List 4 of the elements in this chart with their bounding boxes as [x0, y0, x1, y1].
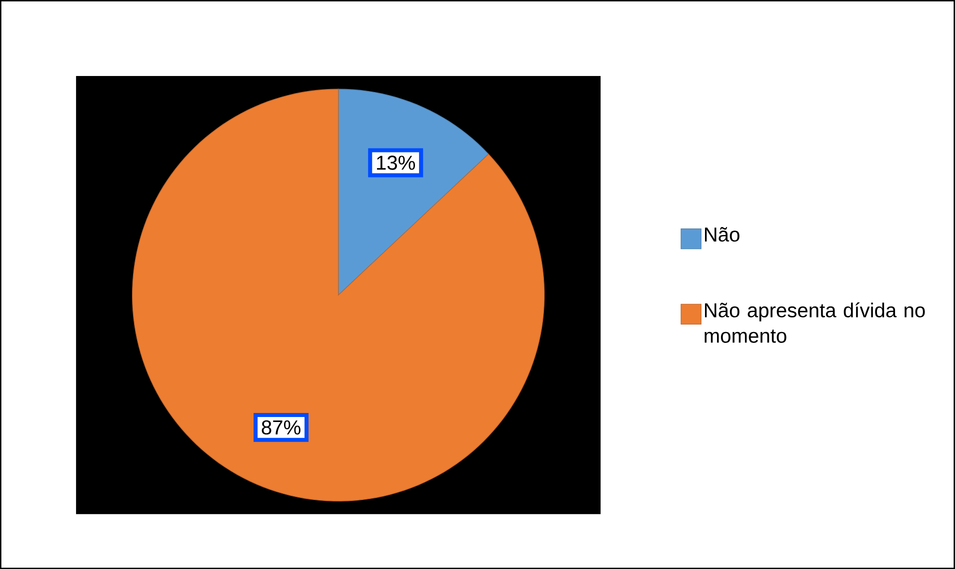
data-label: 87% [262, 420, 300, 435]
data-label: 13% [377, 156, 415, 170]
legend-label: Não [705, 226, 740, 242]
legend-label: Não apresenta dívida no momento [704, 302, 925, 343]
